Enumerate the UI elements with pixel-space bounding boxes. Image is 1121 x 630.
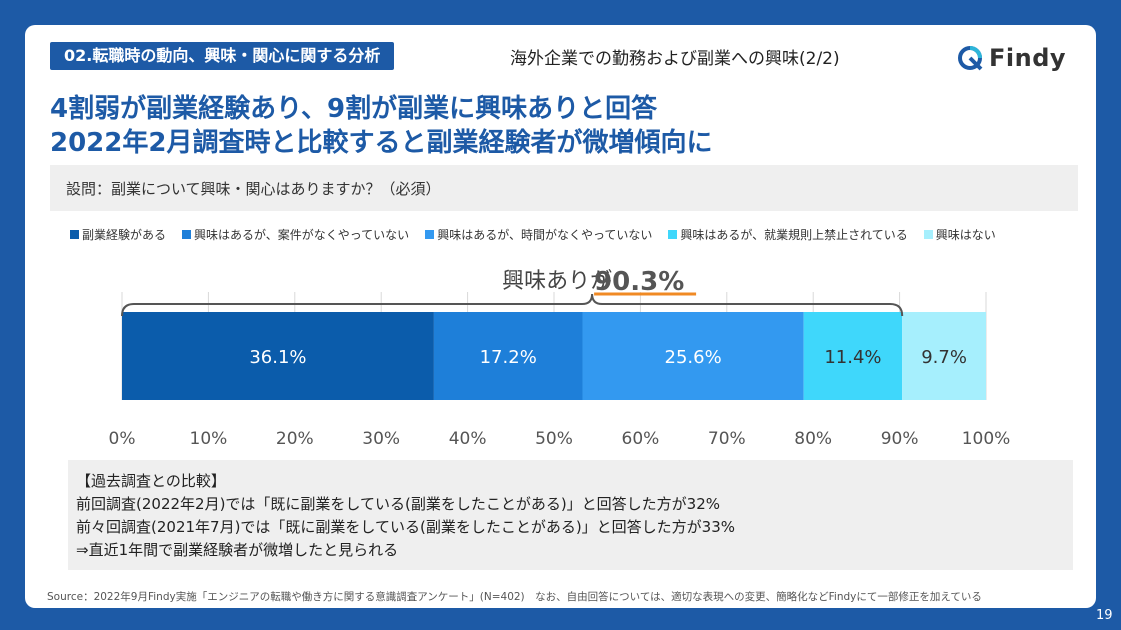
- data-label: 11.4%: [824, 347, 881, 368]
- page-number: 19: [1096, 608, 1113, 623]
- x-tick-label: 10%: [190, 429, 228, 449]
- legend-swatch: [923, 230, 933, 239]
- legend-swatch: [182, 230, 192, 239]
- logo-text: Findy: [989, 44, 1067, 72]
- headline-line-1: 4割弱が副業経験あり、9割が副業に興味ありと回答: [50, 94, 658, 124]
- question-text: 設問：副業について興味・関心はありますか？（必須）: [66, 180, 441, 198]
- question-box: 設問：副業について興味・関心はありますか？（必須）: [50, 165, 1078, 211]
- section-subtitle: 海外企業での勤務および副業への興味(2/2): [510, 49, 840, 69]
- findy-logo: Findy: [957, 43, 1066, 73]
- chart-legend: 副業経験がある 興味はあるが、案件がなくやっていない 興味はあるが、時間がなくやって…: [70, 226, 1012, 243]
- section-tag: 02.転職時の動向、興味・関心に関する分析: [50, 42, 395, 70]
- legend-label: 興味はあるが、時間がなくやっていない: [437, 228, 653, 242]
- bar-segment: [902, 312, 986, 400]
- x-tick-label: 60%: [622, 429, 660, 449]
- legend-item: 副業経験がある: [70, 226, 166, 243]
- data-label: 17.2%: [480, 347, 537, 368]
- bar-segment: [433, 312, 583, 400]
- legend-item: 興味はあるが、案件がなくやっていない: [182, 226, 409, 243]
- findy-logo-icon: [958, 46, 983, 71]
- source-note: Source：2022年9月Findy実施「エンジニアの転職や働き方に関する意識…: [47, 591, 982, 603]
- interest-bracket: [121, 293, 904, 317]
- x-tick-label: 30%: [362, 429, 400, 449]
- x-tick-label: 80%: [794, 429, 832, 449]
- legend-item: 興味はあるが、時間がなくやっていない: [425, 226, 652, 243]
- comparison-box: 【過去調査との比較】 前回調査(2022年2月)では「既に副業をしている(副業を…: [68, 460, 1073, 570]
- legend-swatch: [70, 230, 79, 239]
- comparison-title: 【過去調査との比較】: [76, 472, 226, 490]
- legend-swatch: [425, 230, 435, 239]
- data-label: 9.7%: [921, 347, 967, 368]
- data-label: 25.6%: [665, 347, 722, 368]
- legend-label: 興味はあるが、案件がなくやっていない: [194, 228, 410, 242]
- legend-label: 興味はない: [935, 228, 996, 242]
- x-tick-label: 100%: [962, 429, 1011, 449]
- annotation-prefix: 興味ありが: [502, 269, 612, 294]
- headline-line-2: 2022年2月調査時と比較すると副業経験者が微増傾向に: [50, 128, 713, 158]
- bar-segment: [582, 312, 804, 400]
- x-tick-label: 0%: [109, 429, 136, 449]
- bar-segment: [803, 312, 903, 400]
- legend-label: 興味はあるが、就業規則上禁止されている: [680, 228, 908, 242]
- headline: 4割弱が副業経験あり、9割が副業に興味ありと回答 2022年2月調査時と比較する…: [50, 92, 712, 160]
- legend-item: 興味はない: [923, 226, 996, 243]
- legend-label: 副業経験がある: [82, 228, 167, 242]
- legend-swatch: [668, 230, 678, 239]
- annotation-value: 90.3%: [594, 267, 684, 297]
- x-tick-label: 40%: [449, 429, 487, 449]
- bar-segment: [122, 312, 434, 400]
- x-tick-label: 90%: [881, 429, 919, 449]
- comparison-line-3: ⇒直近1年間で副業経験者が微増したと見られる: [76, 541, 399, 559]
- x-tick-label: 70%: [708, 429, 746, 449]
- x-tick-label: 20%: [276, 429, 314, 449]
- comparison-line-2: 前々回調査(2021年7月)では「既に副業をしている(副業をしたことがある)」と…: [76, 518, 736, 536]
- x-tick-label: 50%: [535, 429, 573, 449]
- legend-item: 興味はあるが、就業規則上禁止されている: [668, 226, 908, 243]
- data-label: 36.1%: [249, 347, 306, 368]
- comparison-line-1: 前回調査(2022年2月)では「既に副業をしている(副業をしたことがある)」と回…: [76, 495, 721, 513]
